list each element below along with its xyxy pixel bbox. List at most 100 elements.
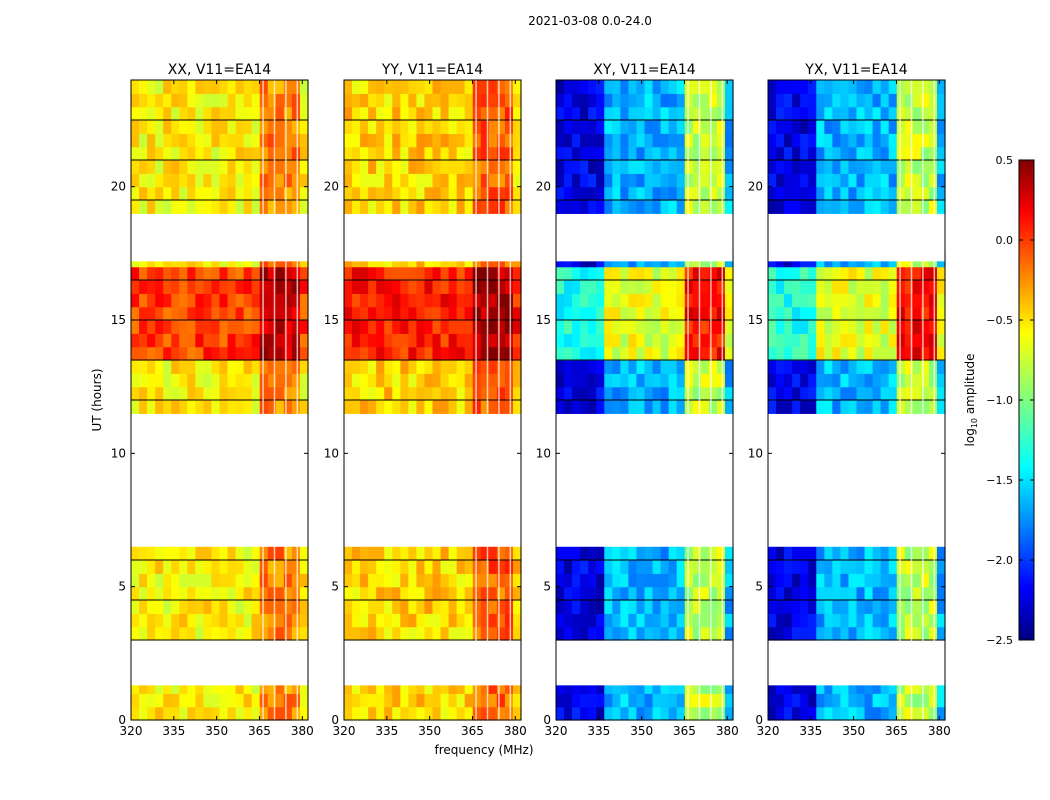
heatmap-cell (360, 360, 369, 374)
heatmap-cell (604, 200, 613, 214)
heatmap-cell (768, 693, 777, 708)
heatmap-cell (888, 293, 898, 308)
heatmap-cell (596, 600, 605, 614)
heatmap-cell (808, 186, 817, 201)
heatmap-cell (700, 346, 710, 361)
heatmap-cell (716, 120, 726, 134)
heatmap-cell (440, 626, 450, 641)
heatmap-cell (259, 333, 269, 348)
heatmap-cell (832, 373, 842, 388)
heatmap-cell (596, 586, 605, 601)
heatmap-cell (408, 293, 418, 308)
heatmap-cell (872, 706, 882, 721)
heatmap-cell (824, 560, 833, 574)
heatmap-cell (195, 93, 205, 108)
heatmap-cell (448, 693, 458, 708)
heatmap-cell (872, 320, 882, 334)
heatmap-cell (912, 120, 922, 134)
heatmap-cell (163, 266, 172, 281)
heatmap-cell (832, 146, 842, 161)
heatmap-cell (432, 586, 442, 601)
heatmap-cell (596, 613, 605, 628)
heatmap-cell (275, 200, 285, 214)
heatmap-cell (227, 680, 237, 694)
heatmap-cell (652, 80, 662, 94)
heatmap-cell (496, 133, 506, 148)
heatmap-cell (936, 546, 946, 561)
heatmap-cell (832, 386, 842, 401)
heatmap-cell (612, 573, 621, 588)
heatmap-cell (512, 293, 522, 308)
heatmap-cell (724, 106, 734, 121)
heatmap-cell (628, 400, 638, 414)
heatmap-cell (768, 93, 777, 108)
heatmap-cell (155, 706, 164, 721)
heatmap-cell (596, 360, 605, 374)
heatmap-cell (588, 146, 597, 161)
heatmap-cell (480, 133, 490, 148)
heatmap-cell (588, 266, 597, 281)
heatmap-cell (155, 693, 164, 708)
heatmap-cell (187, 160, 196, 174)
heatmap-cell (155, 346, 164, 361)
heatmap-cell (488, 360, 498, 374)
heatmap-cell (580, 386, 589, 401)
heatmap-cell (636, 133, 646, 148)
heatmap-cell (352, 293, 361, 308)
heatmap-cell (668, 80, 678, 94)
heatmap-cell (700, 120, 710, 134)
heatmap-cell (464, 133, 474, 148)
heatmap-cell (235, 93, 245, 108)
heatmap-cell (195, 133, 205, 148)
heatmap-cell (448, 573, 458, 588)
heatmap-cell (512, 320, 522, 334)
heatmap-cell (652, 306, 662, 321)
heatmap-cell (888, 346, 898, 361)
heatmap-cell (792, 626, 801, 641)
heatmap-cell (195, 373, 205, 388)
heatmap-cell (147, 106, 156, 121)
heatmap-cell (392, 146, 401, 161)
heatmap-cell (856, 586, 866, 601)
heatmap-cell (912, 546, 922, 561)
heatmap-cell (344, 626, 353, 641)
heatmap-cell (131, 386, 140, 401)
heatmap-cell (219, 106, 229, 121)
heatmap-cell (824, 626, 833, 641)
heatmap-cell (912, 160, 922, 174)
heatmap-cell (163, 400, 172, 414)
heatmap-cell (896, 626, 906, 641)
heatmap-cell (636, 680, 646, 694)
heatmap-cell (187, 306, 196, 321)
heatmap-cell (808, 146, 817, 161)
heatmap-cell (912, 93, 922, 108)
heatmap-cell (784, 400, 793, 414)
heatmap-cell (424, 400, 434, 414)
heatmap-cell (400, 146, 409, 161)
heatmap-cell (888, 186, 898, 201)
heatmap-cell (564, 693, 573, 708)
heatmap-cell (636, 693, 646, 708)
y-tick-label: 20 (111, 180, 126, 194)
heatmap-cell (668, 160, 678, 174)
heatmap-cell (480, 293, 490, 308)
heatmap-cell (408, 573, 418, 588)
no-data-gap (556, 218, 733, 262)
heatmap-cell (708, 600, 718, 614)
heatmap-cell (840, 120, 850, 134)
heatmap-cell (259, 626, 269, 641)
heatmap-cell (564, 93, 573, 108)
y-tick-label: 15 (536, 313, 551, 327)
flag-channel (273, 80, 276, 720)
heatmap-cell (408, 613, 418, 628)
heatmap-cell (195, 360, 205, 374)
heatmap-cell (424, 560, 434, 574)
heatmap-cell (408, 106, 418, 121)
heatmap-cell (408, 306, 418, 321)
heatmap-cell (848, 546, 858, 561)
heatmap-cell (267, 613, 277, 628)
heatmap-cell (344, 200, 353, 214)
heatmap-cell (456, 546, 466, 561)
heatmap-cell (344, 186, 353, 201)
heatmap-cell (684, 693, 694, 708)
